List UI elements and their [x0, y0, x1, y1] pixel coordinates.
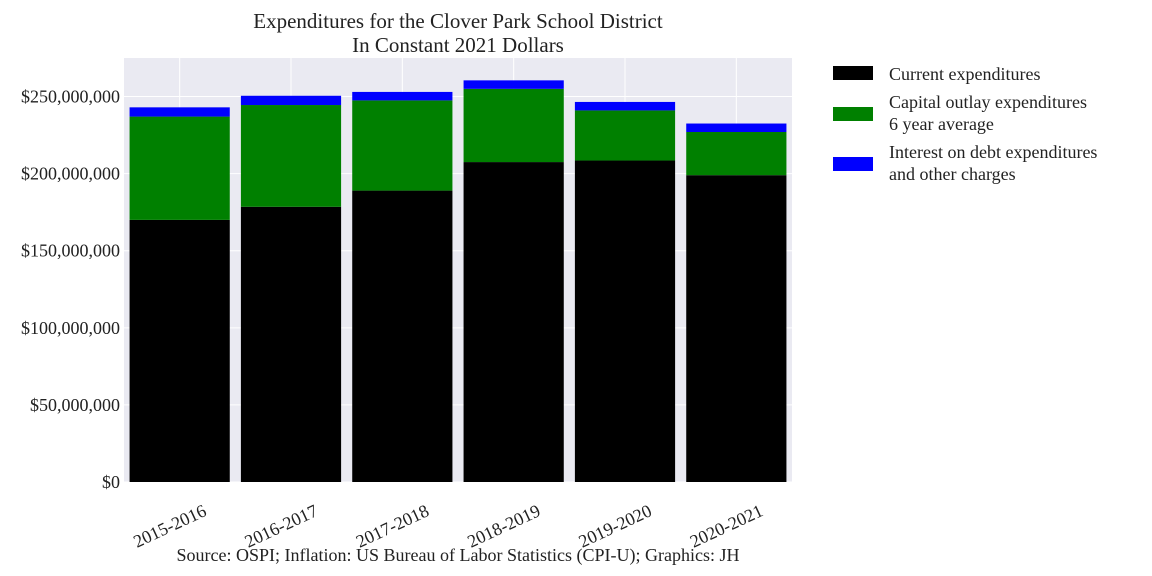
bar-2015-2016-series-2 [129, 116, 230, 220]
bar-2020-2021-series-1 [686, 175, 787, 483]
chart-title-line-2: In Constant 2021 Dollars [352, 33, 564, 57]
bar-2018-2019-series-1 [463, 162, 564, 482]
y-tick-label: $200,000,000 [21, 164, 120, 184]
y-tick-label: $100,000,000 [21, 318, 120, 338]
bar-2016-2017-series-1 [240, 206, 342, 482]
x-tick-label: 2017-2018 [353, 500, 432, 551]
x-tick-label: 2015-2016 [130, 500, 209, 551]
legend-label-3: and other charges [889, 164, 1016, 184]
bar-2019-2020-series-1 [574, 160, 676, 482]
legend: Current expenditures Capital outlay expen… [833, 64, 1097, 184]
source-note: Source: OSPI; Inflation: US Bureau of La… [177, 545, 740, 566]
bar-2019-2020-series-3 [574, 101, 676, 111]
bar-2020-2021-series-2 [686, 132, 787, 176]
bar-2018-2019-series-3 [463, 80, 564, 89]
x-tick-label: 2019-2020 [576, 500, 655, 551]
legend-label-3: Interest on debt expenditures [889, 142, 1097, 162]
legend-label-2: Capital outlay expenditures [889, 92, 1087, 112]
bar-2015-2016-series-1 [129, 219, 230, 482]
bar-2018-2019-series-2 [463, 88, 564, 163]
x-tick-label: 2020-2021 [687, 500, 766, 551]
legend-swatch-2 [833, 107, 873, 121]
plot-background [124, 58, 792, 482]
y-tick-label: $0 [102, 472, 120, 492]
y-tick-label: $250,000,000 [21, 87, 120, 107]
chart-title-line-1: Expenditures for the Clover Park School … [253, 9, 663, 33]
bar-2019-2020-series-2 [574, 110, 676, 161]
legend-label-2: 6 year average [889, 114, 994, 134]
legend-swatch-3 [833, 157, 873, 171]
bar-2016-2017-series-2 [240, 105, 342, 207]
legend-swatch-1 [833, 66, 873, 80]
bar-2017-2018-series-1 [352, 190, 453, 482]
y-tick-label: $50,000,000 [30, 395, 120, 415]
x-tick-label: 2016-2017 [242, 500, 321, 551]
y-tick-label: $150,000,000 [21, 241, 120, 261]
bar-2016-2017-series-3 [240, 95, 342, 106]
plot-area: $0 $50,000,000 $100,000,000 $150,000,000 $20… [21, 58, 792, 552]
bar-2020-2021-series-3 [686, 123, 787, 133]
bar-2017-2018-series-2 [352, 100, 453, 191]
x-tick-label: 2018-2019 [464, 500, 543, 551]
bar-2017-2018-series-3 [352, 91, 453, 101]
legend-label-1: Current expenditures [889, 64, 1040, 84]
bar-2015-2016-series-3 [129, 107, 230, 117]
